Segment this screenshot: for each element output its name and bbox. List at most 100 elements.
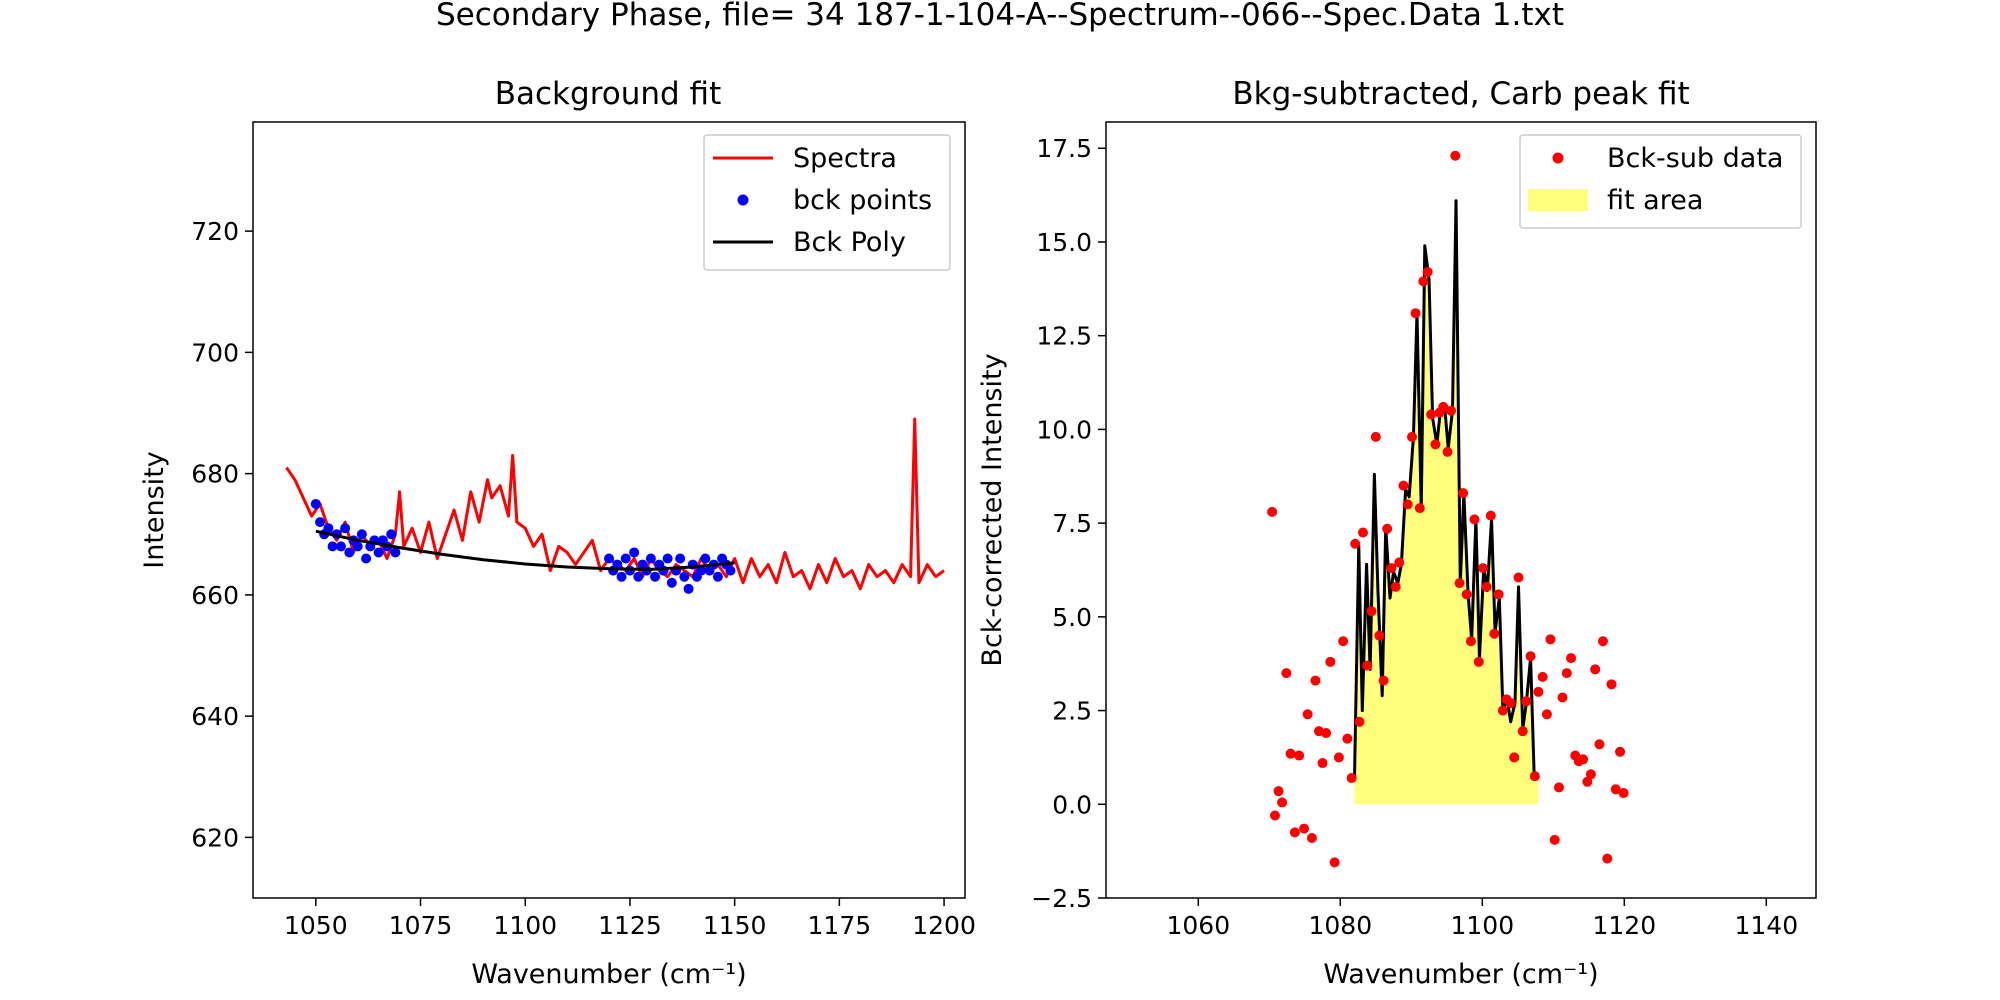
bck-points-point: [645, 553, 656, 564]
bck-sub-data-point: [1489, 628, 1500, 639]
x-tick-label: 1150: [703, 911, 767, 940]
x-tick-label: 1080: [1308, 911, 1372, 940]
bck-sub-data-point: [1374, 630, 1385, 641]
bck-points-point: [310, 498, 321, 509]
bck-sub-data-point: [1267, 506, 1278, 517]
legend-bck-sub-data-swatch: [1552, 152, 1564, 164]
y-tick-label: 17.5: [1036, 134, 1092, 163]
bck-points-point: [712, 571, 723, 582]
background-fit-xlabel: Wavenumber (cm⁻¹): [471, 959, 746, 990]
bck-sub-data-point: [1362, 660, 1373, 671]
bck-sub-data-point: [1382, 523, 1393, 534]
legend-bck-points-swatch: [737, 194, 749, 206]
bck-points-point: [315, 517, 326, 528]
bck-sub-data-point: [1342, 733, 1353, 744]
bck-sub-data-point: [1269, 810, 1280, 821]
bck-sub-data-point: [1493, 589, 1504, 600]
bck-sub-data-point: [1497, 705, 1508, 716]
x-tick-label: 1075: [389, 911, 453, 940]
bck-sub-data-point: [1338, 636, 1349, 647]
bck-sub-data-point: [1410, 308, 1421, 319]
bck-points-point: [352, 541, 363, 552]
legend-bck-points-label: bck points: [793, 185, 932, 216]
bck-sub-data-point: [1398, 480, 1409, 491]
bck-points-point: [700, 553, 711, 564]
bck-points-point: [725, 565, 736, 576]
bck-sub-data-point: [1545, 634, 1556, 645]
bck-sub-data-point: [1418, 276, 1429, 287]
bck-points-point: [683, 583, 694, 594]
bck-points-point: [344, 547, 355, 558]
bck-points-point: [327, 541, 338, 552]
bck-sub-data-point: [1582, 776, 1593, 787]
bck-sub-data-point: [1402, 499, 1413, 510]
bck-sub-data-point: [1513, 572, 1524, 583]
bck-sub-data-point: [1358, 527, 1369, 538]
bck-sub-data-point: [1442, 446, 1453, 457]
bck-points-point: [361, 553, 372, 564]
carb-peak-fit-panel: Bkg-subtracted, Carb peak fit 1060 1080 11…: [977, 76, 1817, 990]
bck-sub-data-point: [1378, 675, 1389, 686]
y-tick-label: 640: [191, 702, 239, 731]
bck-sub-data-point: [1310, 675, 1321, 686]
legend-spectra-label: Spectra: [793, 143, 897, 174]
bck-points-point: [604, 553, 614, 564]
background-fit-ylabel: Intensity: [139, 451, 170, 569]
bck-sub-data-point: [1394, 557, 1405, 568]
bck-sub-data-point: [1615, 746, 1626, 757]
bck-points-point: [666, 577, 677, 588]
bck-sub-data-point: [1533, 686, 1544, 697]
y-tick-label: 5.0: [1052, 603, 1092, 632]
y-tick-label: 2.5: [1052, 697, 1092, 726]
bck-points-point: [650, 571, 661, 582]
carb-peak-fit-xlabel: Wavenumber (cm⁻¹): [1323, 959, 1598, 990]
carb-peak-fit-legend-frame: [1519, 134, 1802, 229]
bck-sub-data-point: [1465, 636, 1476, 647]
bck-sub-data-point: [1366, 606, 1377, 617]
bck-points-point: [633, 571, 644, 582]
bck-sub-data-point: [1407, 431, 1418, 442]
bck-sub-data-point: [1430, 439, 1441, 450]
x-tick-label: 1120: [1592, 911, 1656, 940]
y-tick-label: 620: [191, 823, 239, 852]
bck-sub-data-point: [1529, 771, 1540, 782]
bck-sub-data-point: [1566, 653, 1577, 664]
x-tick-label: 1140: [1734, 911, 1798, 940]
bck-sub-data-point: [1277, 797, 1288, 808]
bck-sub-data-point: [1537, 671, 1548, 682]
bck-points-point: [340, 523, 351, 534]
bck-sub-data-point: [1321, 728, 1332, 739]
bck-sub-data-point: [1285, 748, 1296, 759]
bck-points-point: [679, 571, 690, 582]
bck-sub-data-point: [1561, 668, 1572, 679]
bck-sub-data-point: [1473, 656, 1484, 667]
bck-sub-data-point: [1350, 538, 1361, 549]
bck-points-point: [390, 547, 401, 558]
bck-sub-data-point: [1478, 563, 1489, 574]
y-tick-label: 700: [191, 338, 239, 367]
carb-peak-fit-legend: Bck-sub data fit area: [1519, 134, 1802, 229]
bck-sub-data-point: [1541, 709, 1552, 720]
y-tick-label: 10.0: [1036, 415, 1092, 444]
bck-sub-data-point: [1281, 668, 1292, 679]
bck-sub-data-point: [1618, 788, 1629, 799]
bck-poly-line: [315, 529, 735, 571]
bck-points-point: [335, 541, 346, 552]
bck-points-point: [620, 553, 631, 564]
bck-sub-data-point: [1370, 431, 1381, 442]
y-tick-label: 15.0: [1036, 228, 1092, 257]
bck-points-point: [662, 553, 673, 564]
bck-sub-data-point: [1354, 716, 1365, 727]
background-fit-legend-frame: [703, 134, 951, 271]
bck-sub-data-point: [1426, 409, 1437, 420]
bck-sub-data-point: [1525, 651, 1536, 662]
x-tick-label: 1175: [808, 911, 872, 940]
bck-sub-data-point: [1446, 405, 1457, 416]
x-tick-label: 1060: [1166, 911, 1230, 940]
x-tick-label: 1050: [284, 911, 348, 940]
bck-sub-data-point: [1454, 578, 1465, 589]
bck-sub-data-point: [1594, 739, 1605, 750]
x-tick-label: 1100: [493, 911, 557, 940]
bck-sub-data-point: [1578, 754, 1589, 765]
